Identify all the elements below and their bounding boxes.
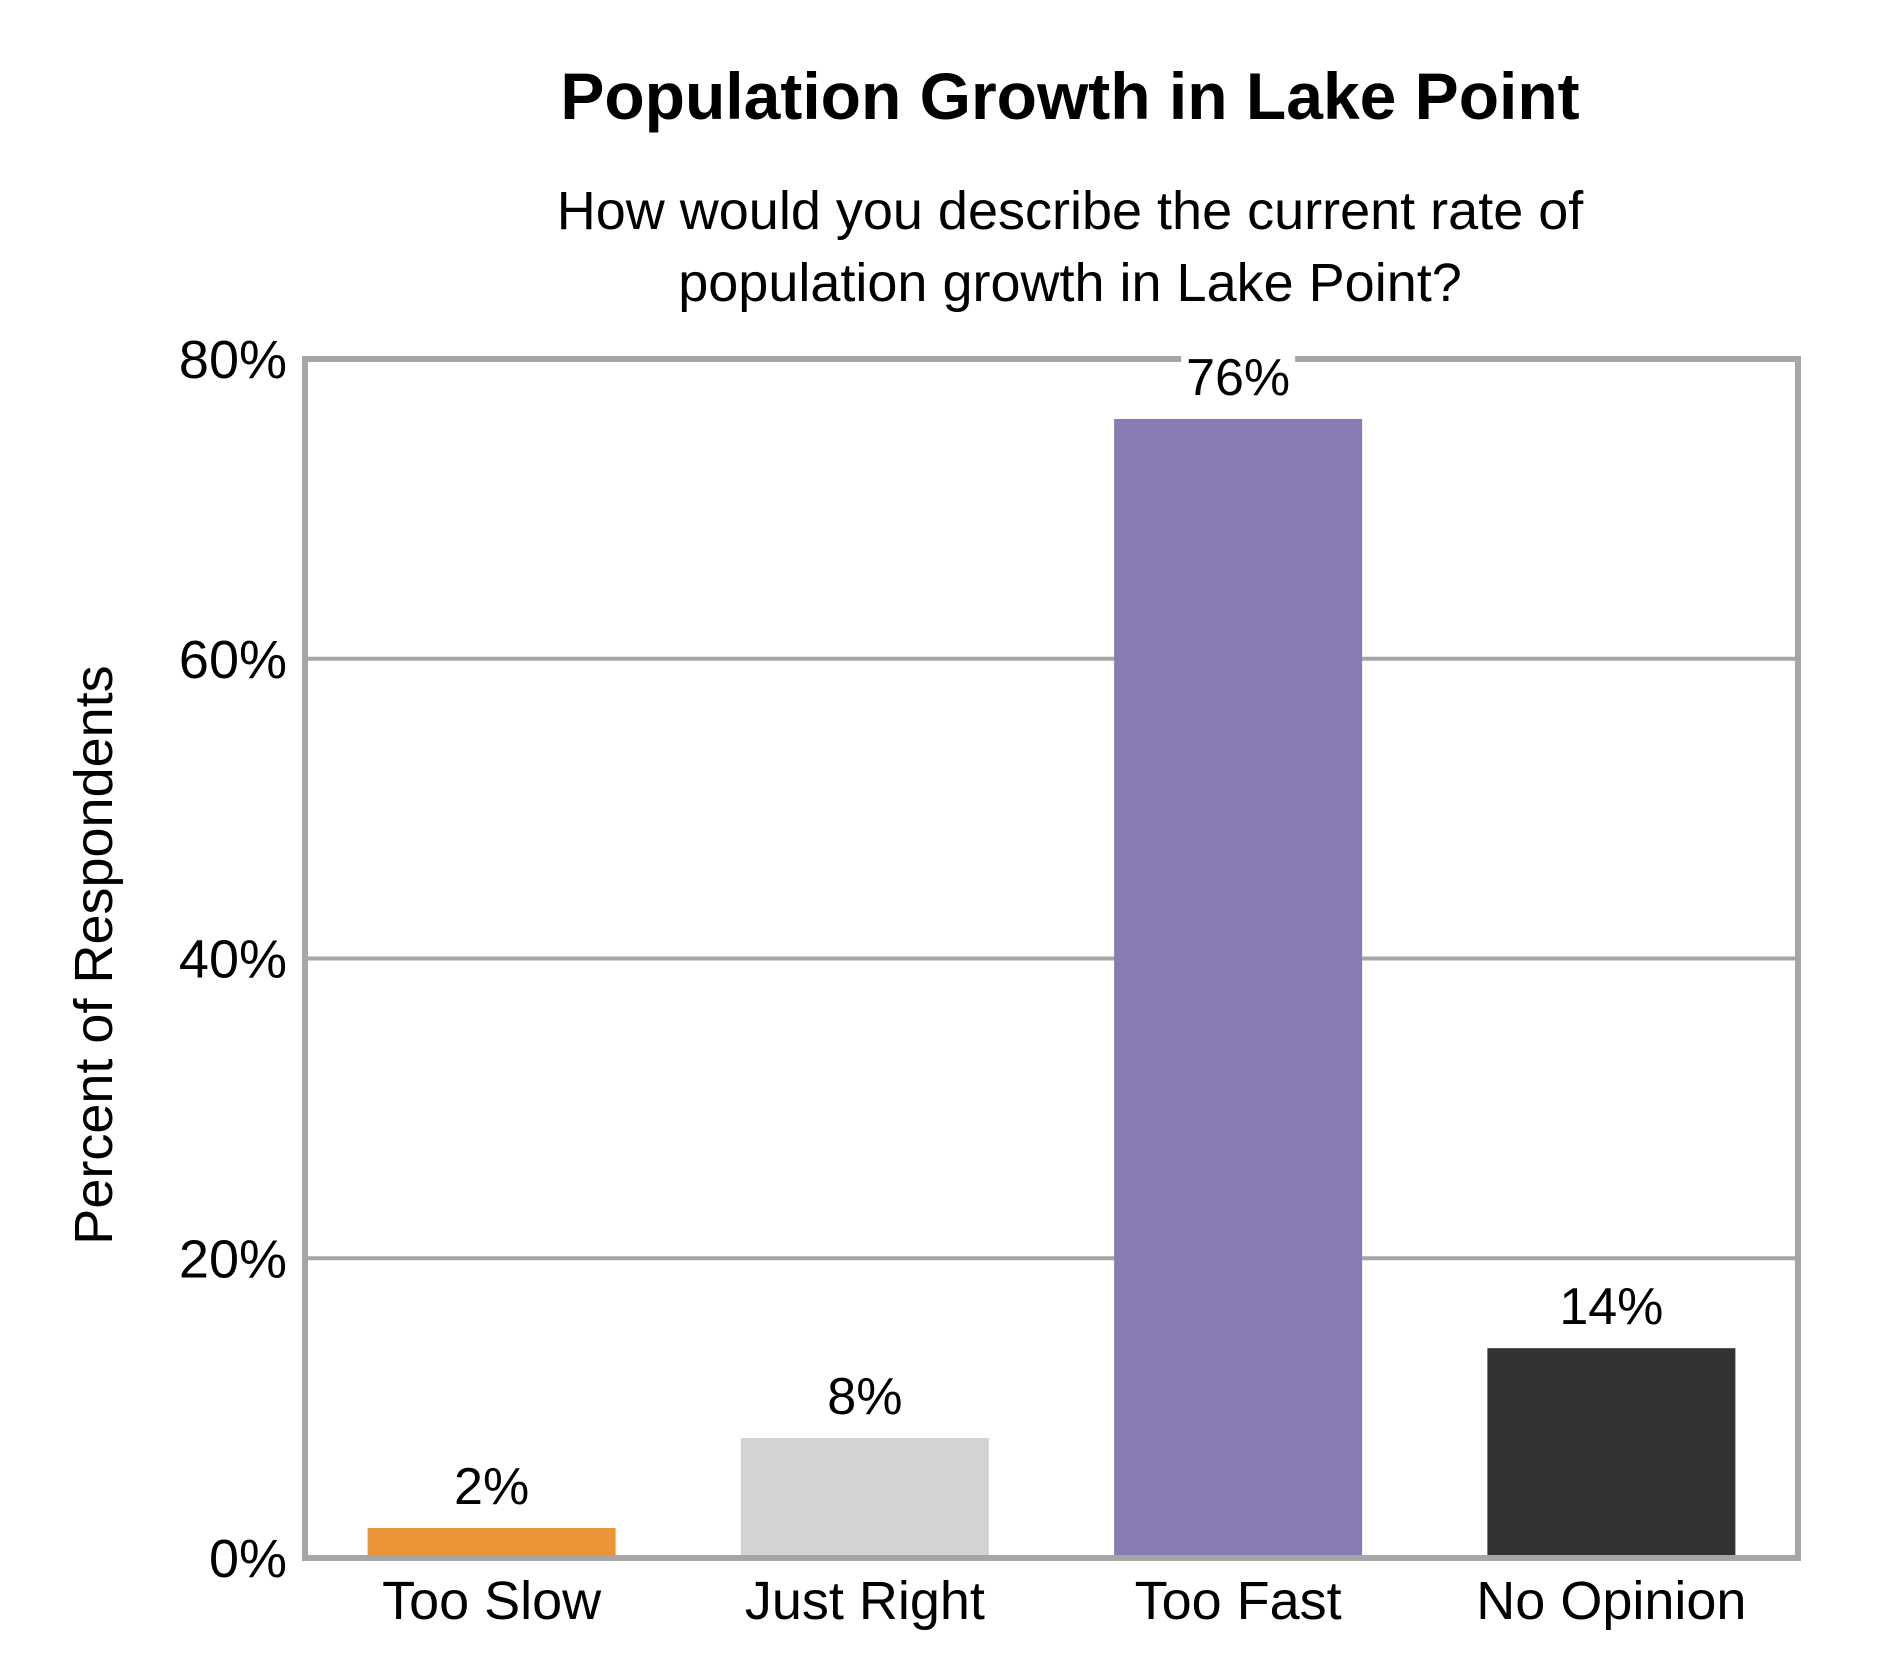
bar (1487, 1348, 1736, 1558)
bars (367, 418, 1736, 1559)
data-label-background (1181, 342, 1296, 407)
data-label: 2% (454, 1458, 529, 1516)
y-tick-label: 20% (179, 1229, 287, 1289)
x-axis-tick-labels: Too Slow Just Right Too Fast No Opinion (382, 1571, 1746, 1631)
chart-title: Population Growth in Lake Point (560, 59, 1580, 133)
y-tick-label: 60% (179, 630, 287, 690)
y-tick-label: 40% (179, 930, 287, 990)
chart-subtitle: How would you describe the current rate … (0, 175, 1890, 319)
x-tick-label: Too Slow (382, 1571, 602, 1631)
y-tick-label: 0% (209, 1529, 287, 1589)
data-label-background (449, 1452, 534, 1517)
bar (740, 1438, 989, 1558)
y-axis-tick-labels: 0% 20% 40% 60% 80% (179, 330, 287, 1589)
data-label: 76% (1186, 349, 1290, 407)
chart-subtitle-line-2: population growth in Lake Point? (678, 253, 1462, 313)
y-axis-label: Percent of Respondents (64, 665, 124, 1244)
plot-border (302, 356, 1801, 1561)
x-tick-label: Too Fast (1135, 1571, 1342, 1631)
bar (1114, 418, 1363, 1559)
data-label-background (1554, 1272, 1669, 1337)
chart-subtitle-line-1: How would you describe the current rate … (556, 181, 1584, 241)
gridlines (305, 656, 1798, 1261)
data-label: 8% (827, 1368, 902, 1426)
data-label: 14% (1559, 1278, 1663, 1336)
plot-frame (302, 356, 1801, 1561)
x-tick-label: No Opinion (1476, 1571, 1746, 1631)
x-tick-label: Just Right (745, 1571, 985, 1631)
y-tick-label: 80% (179, 330, 287, 390)
data-label-background (822, 1362, 907, 1427)
bar (367, 1528, 616, 1558)
value-labels: 2% 8% 76% 14% (449, 342, 1669, 1517)
